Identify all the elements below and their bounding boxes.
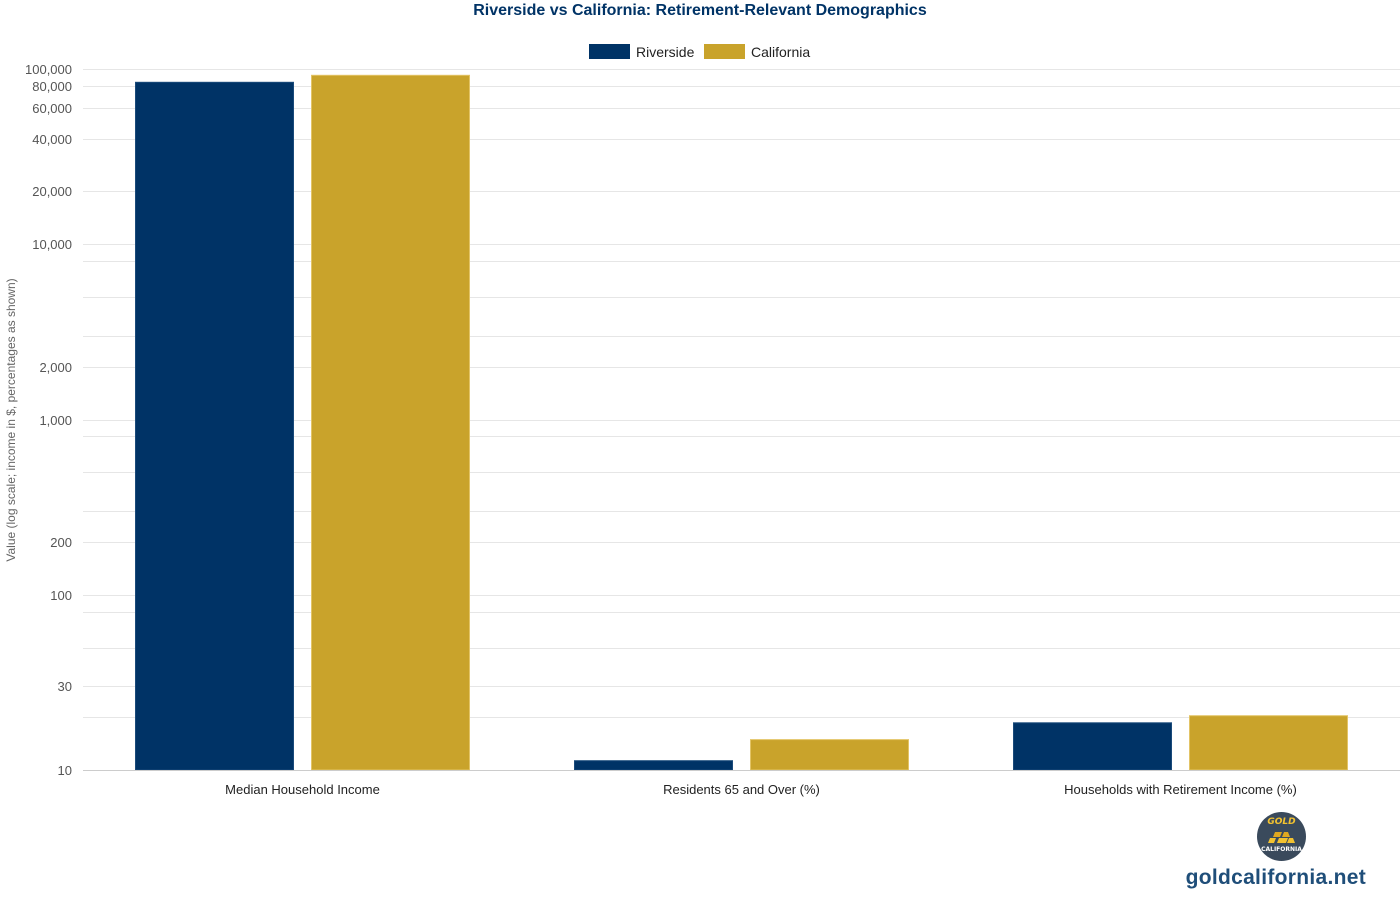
legend-swatch-riverside — [589, 44, 630, 59]
bar-riverside-0 — [135, 81, 294, 771]
gold-california-logo: GOLD CALIFORNIA — [1257, 812, 1306, 861]
y-tick-label: 80,000 — [32, 79, 72, 94]
bars — [135, 74, 1348, 771]
y-axis-title: Value (log scale; income in $, percentag… — [4, 278, 18, 561]
y-tick-label: 10,000 — [32, 237, 72, 252]
logo-text-california: CALIFORNIA — [1261, 846, 1302, 853]
y-tick-label: 60,000 — [32, 101, 72, 116]
legend-label-california: California — [751, 44, 810, 60]
bar-california-0 — [311, 74, 470, 771]
y-tick-label: 30 — [58, 679, 72, 694]
x-axis-categories: Median Household Income Residents 65 and … — [225, 782, 1297, 797]
legend-label-riverside: Riverside — [636, 44, 695, 60]
legend: Riverside California — [589, 44, 810, 60]
y-tick-label: 1,000 — [39, 413, 72, 428]
y-axis-ticks: 10 30 100 200 1,000 2,000 10,000 20,000 40,000 60… — [25, 62, 72, 778]
y-tick-label: 2,000 — [39, 360, 72, 375]
site-url: goldcalifornia.net — [1185, 866, 1366, 889]
y-tick-label: 40,000 — [32, 132, 72, 147]
x-category-label: Residents 65 and Over (%) — [663, 782, 820, 797]
y-tick-label: 20,000 — [32, 184, 72, 199]
legend-swatch-california — [704, 44, 745, 59]
bar-california-2 — [1189, 715, 1348, 771]
y-tick-label: 200 — [50, 535, 72, 550]
gridlines — [83, 69, 1400, 718]
x-category-label: Median Household Income — [225, 782, 380, 797]
gold-bars-icon — [1268, 832, 1295, 843]
logo-text-gold: GOLD — [1267, 817, 1296, 827]
chart-title: Riverside vs California: Retirement-Rele… — [473, 2, 927, 19]
y-tick-label: 10 — [58, 763, 72, 778]
y-tick-label: 100,000 — [25, 62, 72, 77]
bar-riverside-2 — [1013, 722, 1172, 771]
bar-california-1 — [750, 739, 909, 771]
x-category-label: Households with Retirement Income (%) — [1064, 782, 1297, 797]
bar-riverside-1 — [574, 760, 733, 771]
y-tick-label: 100 — [50, 588, 72, 603]
